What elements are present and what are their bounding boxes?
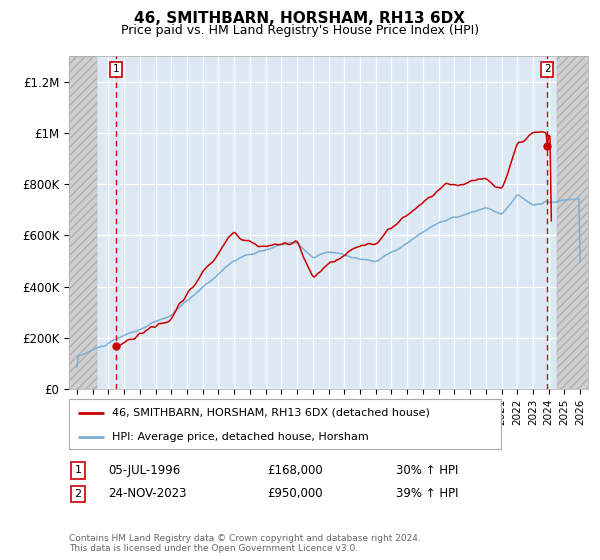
- Text: 39% ↑ HPI: 39% ↑ HPI: [396, 487, 458, 501]
- Text: 1: 1: [113, 64, 119, 74]
- Text: 30% ↑ HPI: 30% ↑ HPI: [396, 464, 458, 477]
- Text: Contains HM Land Registry data © Crown copyright and database right 2024.
This d: Contains HM Land Registry data © Crown c…: [69, 534, 421, 553]
- Text: HPI: Average price, detached house, Horsham: HPI: Average price, detached house, Hors…: [112, 432, 369, 441]
- Text: £168,000: £168,000: [267, 464, 323, 477]
- Text: 1: 1: [74, 465, 82, 475]
- Text: 24-NOV-2023: 24-NOV-2023: [108, 487, 187, 501]
- Bar: [69, 56, 97, 389]
- Text: 05-JUL-1996: 05-JUL-1996: [108, 464, 180, 477]
- Text: £950,000: £950,000: [267, 487, 323, 501]
- Bar: [557, 56, 588, 389]
- Text: 2: 2: [544, 64, 550, 74]
- Text: 2: 2: [74, 489, 82, 499]
- Text: 46, SMITHBARN, HORSHAM, RH13 6DX (detached house): 46, SMITHBARN, HORSHAM, RH13 6DX (detach…: [112, 408, 430, 418]
- Text: Price paid vs. HM Land Registry's House Price Index (HPI): Price paid vs. HM Land Registry's House …: [121, 24, 479, 37]
- Text: 46, SMITHBARN, HORSHAM, RH13 6DX: 46, SMITHBARN, HORSHAM, RH13 6DX: [134, 11, 466, 26]
